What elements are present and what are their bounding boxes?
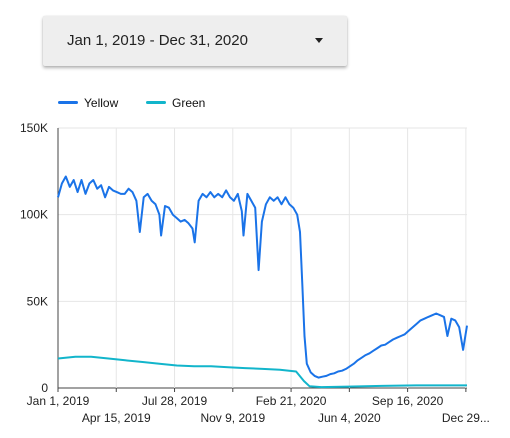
y-tick-label: 100K <box>20 208 48 222</box>
legend-item-yellow[interactable]: Yellow <box>58 95 118 110</box>
caret-down-icon <box>315 38 323 43</box>
x-tick-label: Dec 29... <box>442 411 490 425</box>
series-line-yellow <box>57 175 468 379</box>
legend-label-yellow: Yellow <box>84 95 119 110</box>
x-tick-label: Jul 28, 2019 <box>142 394 208 408</box>
x-tick-label: Nov 9, 2019 <box>200 411 265 425</box>
y-tick-label: 0 <box>41 381 48 395</box>
y-tick-label: 50K <box>27 294 48 308</box>
legend-label-green: Green <box>172 95 206 110</box>
x-tick-label: Jun 4, 2020 <box>318 411 381 425</box>
x-tick-label: Jan 1, 2019 <box>27 394 90 408</box>
y-tick-label: 150K <box>20 121 48 135</box>
legend-item-green[interactable]: Green <box>146 95 205 110</box>
x-tick-label: Feb 21, 2020 <box>256 394 327 408</box>
date-range-label: Jan 1, 2019 - Dec 31, 2020 <box>67 32 248 49</box>
x-tick-label: Sep 16, 2020 <box>372 394 444 408</box>
series-line-green <box>57 355 467 389</box>
x-tick-label: Apr 15, 2019 <box>82 411 151 425</box>
legend-swatch-yellow <box>58 101 78 105</box>
date-range-dropdown[interactable]: Jan 1, 2019 - Dec 31, 2020 <box>43 16 347 66</box>
legend-swatch-green <box>146 101 166 105</box>
